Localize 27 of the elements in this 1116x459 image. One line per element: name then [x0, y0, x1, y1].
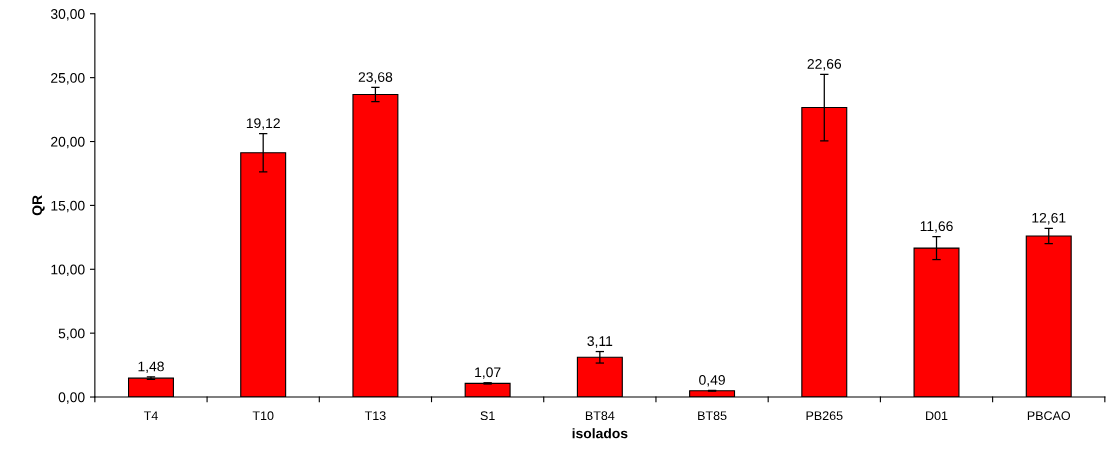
x-tick-label: T4 — [143, 411, 158, 420]
y-axis-title: QR — [32, 195, 45, 216]
y-tick-label: 10,00 — [51, 264, 85, 277]
x-tick-label: T10 — [252, 411, 274, 421]
data-label: 3,11 — [587, 336, 613, 348]
y-tick-label: 5,00 — [58, 328, 85, 340]
data-label: 11,66 — [920, 221, 953, 233]
y-tick-label: 25,00 — [51, 72, 85, 85]
x-tick-label: PB265 — [806, 411, 843, 421]
x-tick-label: BT85 — [698, 411, 727, 421]
x-axis-title: isolados — [572, 428, 628, 439]
data-label: 19,12 — [246, 118, 280, 130]
y-tick-label: 30,00 — [50, 9, 85, 21]
data-label: 1,07 — [475, 367, 501, 379]
data-label: 23,68 — [358, 72, 393, 84]
data-label: 22,66 — [807, 58, 842, 71]
data-label: 1,48 — [138, 361, 164, 373]
x-tick-label: PBCAO — [1027, 411, 1071, 421]
x-tick-label: T13 — [364, 411, 386, 421]
y-tick-label: 15,00 — [51, 200, 85, 213]
y-tick-label: 20,00 — [51, 136, 85, 149]
y-tick-label: 0,00 — [58, 392, 85, 404]
data-label: 12,61 — [1032, 212, 1066, 225]
x-tick-label: S1 — [480, 411, 495, 421]
x-tick-label: BT84 — [585, 411, 615, 421]
data-label: 0,49 — [699, 375, 725, 387]
x-tick-label: D01 — [926, 411, 948, 421]
